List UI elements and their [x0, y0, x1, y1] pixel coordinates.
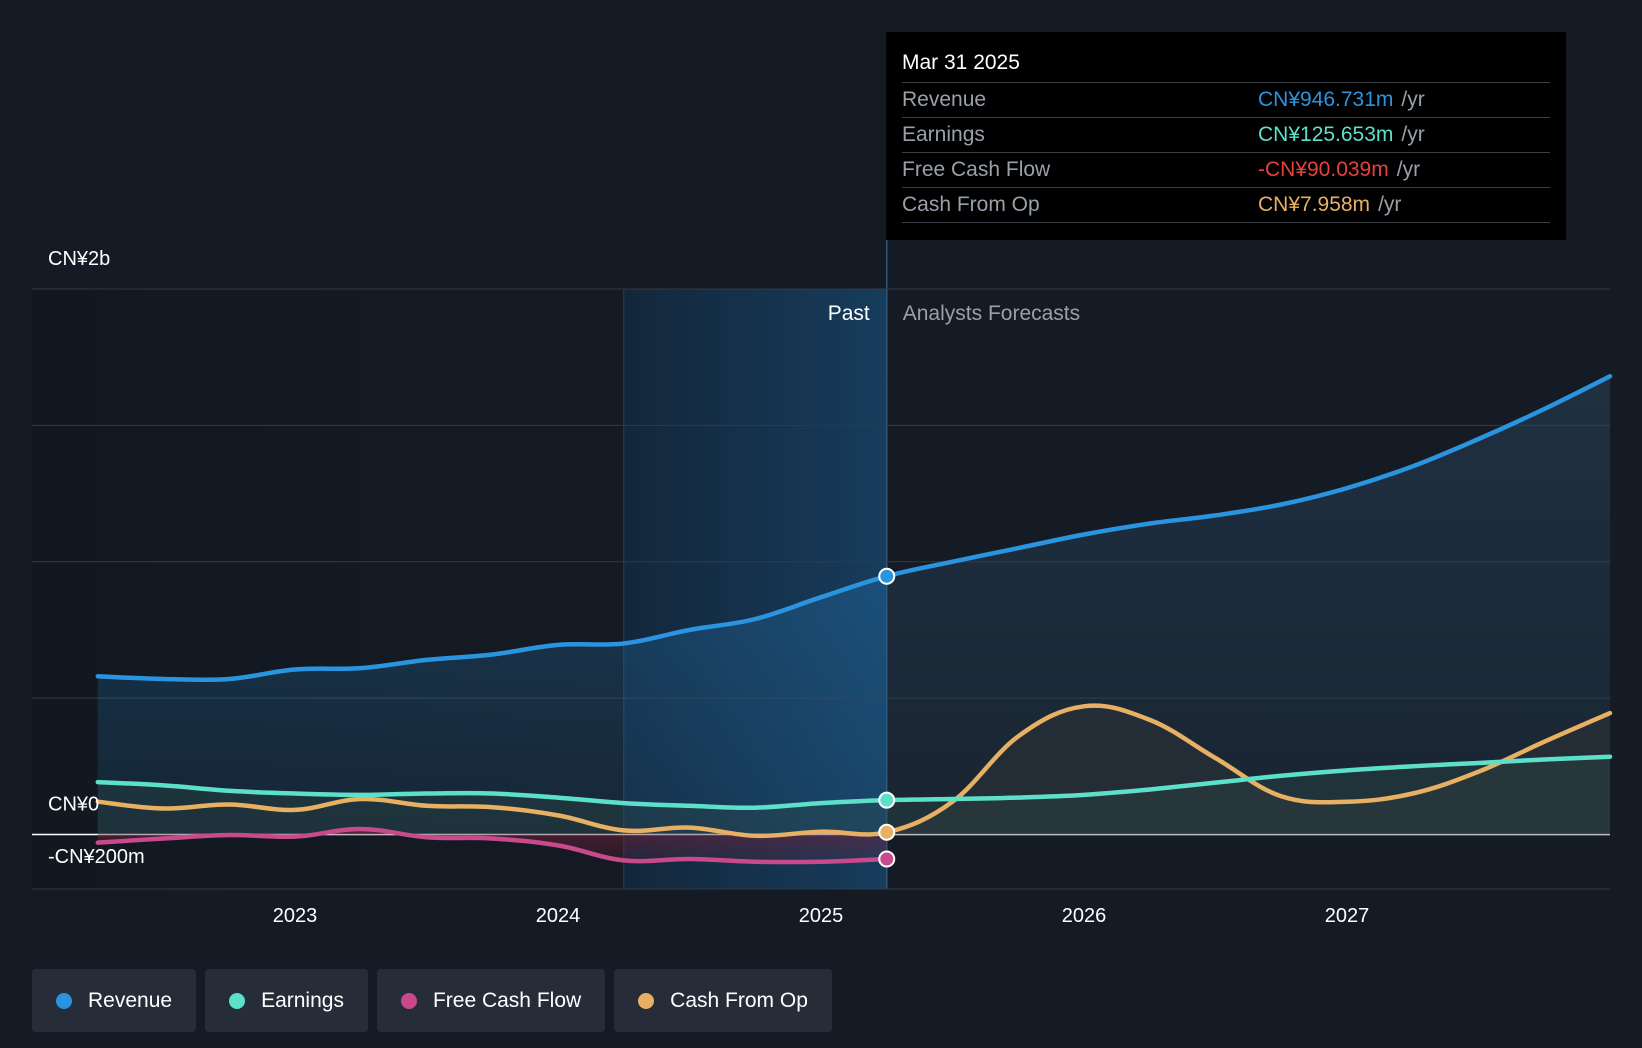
- series-lines: [95, 374, 1613, 865]
- tooltip-label: Cash From Op: [902, 193, 1040, 216]
- tooltip-unit: /yr: [1401, 123, 1425, 146]
- free-cash-flow-dot-icon: [400, 992, 417, 1009]
- revenue-point: [878, 567, 896, 585]
- highlight-points: [878, 567, 896, 868]
- legend-label: Earnings: [261, 988, 344, 1012]
- earnings-area: [97, 756, 1610, 835]
- legend-label: Revenue: [88, 988, 173, 1012]
- tooltip: Mar 31 2025 Revenue CN¥946.731m /yr Earn…: [886, 32, 1566, 240]
- y-axis-label: -CN¥200m: [48, 846, 145, 868]
- cash-from-op-line: [95, 703, 1613, 839]
- cash-from-op-point: [878, 823, 896, 841]
- cash-from-op-dot-icon: [638, 992, 655, 1009]
- earnings-line: [95, 754, 1613, 811]
- tooltip-value: CN¥125.653m: [1258, 123, 1394, 146]
- tooltip-label: Revenue: [902, 88, 987, 111]
- legend-item-free-cash-flow[interactable]: Free Cash Flow: [376, 969, 606, 1032]
- y-axis-label: CN¥0: [48, 793, 99, 815]
- tooltip-row-free-cash-flow: Free Cash Flow -CN¥90.039m /yr: [902, 153, 1550, 188]
- free-cash-flow-area: [97, 828, 887, 863]
- cash-from-op-area: [886, 705, 1610, 835]
- x-axis-tick-label: 2023: [273, 905, 318, 927]
- legend-label: Free Cash Flow: [432, 988, 582, 1012]
- revenue-area-past: [97, 576, 887, 835]
- area-fills: [97, 376, 1610, 863]
- analysts-forecasts-label: Analysts Forecasts: [903, 302, 1080, 325]
- free-cash-flow-point: [878, 850, 896, 868]
- earnings-dot-icon: [229, 992, 246, 1009]
- tooltip-label: Earnings: [902, 123, 985, 146]
- tooltip-row-revenue: Revenue CN¥946.731m /yr: [902, 83, 1550, 118]
- x-axis-tick-label: 2026: [1062, 905, 1107, 927]
- tooltip-unit: /yr: [1396, 158, 1421, 181]
- tooltip-label: Free Cash Flow: [902, 158, 1051, 181]
- legend-item-cash-from-op[interactable]: Cash From Op: [614, 969, 832, 1032]
- revenue-area-forecast: [886, 376, 1610, 835]
- axis-labels: CN¥2b CN¥0 -CN¥200m 2023 2024 2025 2026 2027 Pas…: [48, 248, 1369, 927]
- legend: Revenue Earnings Free Cash Flow Cash Fro…: [32, 969, 832, 1032]
- legend-item-earnings[interactable]: Earnings: [205, 969, 368, 1032]
- chart-canvas: CN¥2b CN¥0 -CN¥200m 2023 2024 2025 2026 2027 Pas…: [32, 240, 1613, 927]
- x-axis-tick-label: 2024: [536, 905, 581, 927]
- tooltip-value: CN¥946.731m: [1258, 88, 1394, 111]
- free-cash-flow-line: [95, 826, 889, 865]
- x-axis-tick-label: 2027: [1325, 905, 1370, 927]
- tooltip-row-cash-from-op: Cash From Op CN¥7.958m /yr: [902, 188, 1550, 223]
- y-axis-label: CN¥2b: [48, 248, 110, 270]
- legend-item-revenue[interactable]: Revenue: [32, 969, 197, 1032]
- earnings-point: [878, 791, 896, 809]
- tooltip-value: CN¥7.958m: [1258, 193, 1371, 216]
- x-axis-tick-label: 2025: [799, 905, 844, 927]
- past-label: Past: [828, 302, 870, 325]
- legend-label: Cash From Op: [670, 988, 808, 1012]
- revenue-dot-icon: [56, 992, 72, 1009]
- tooltip-date: Mar 31 2025: [902, 48, 1550, 83]
- tooltip-value: -CN¥90.039m: [1258, 158, 1389, 181]
- tooltip-row-earnings: Earnings CN¥125.653m /yr: [902, 118, 1550, 153]
- tooltip-unit: /yr: [1401, 88, 1425, 111]
- tooltip-unit: /yr: [1378, 193, 1402, 216]
- revenue-line: [95, 374, 1613, 683]
